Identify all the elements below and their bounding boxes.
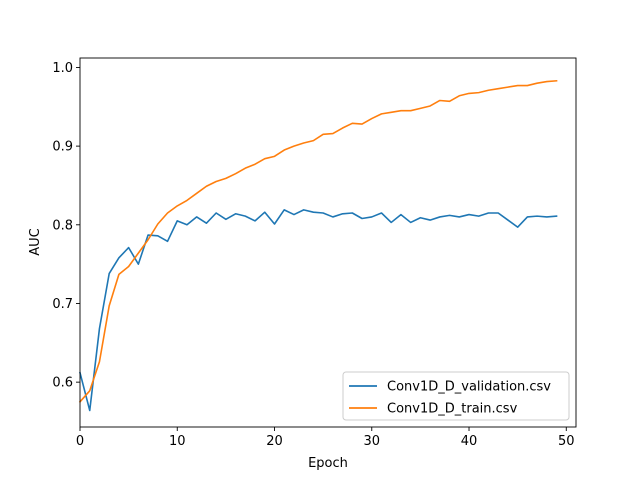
series-line-validation	[79, 209, 558, 412]
x-tick-label: 10	[169, 434, 186, 449]
y-tick-label: 0.8	[52, 218, 73, 233]
series-line-train	[78, 79, 558, 403]
legend-label-validation: Conv1D_D_validation.csv	[387, 380, 551, 395]
x-tick-label: 50	[558, 434, 575, 449]
legend-box	[342, 371, 570, 421]
y-tick-label: 0.6	[52, 376, 73, 391]
x-tick-label: 40	[461, 434, 478, 449]
x-tick-label: 30	[363, 434, 380, 449]
axes-frame	[79, 57, 577, 428]
x-axis-title: Epoch	[308, 456, 348, 471]
x-tick-label: 0	[76, 434, 84, 449]
y-axis-title: AUC	[28, 228, 43, 256]
plot-area: 0 10 20 30 40 50 0.6 0.7 0.8 0.9 1.0 Conv1D_D_valid…	[52, 57, 577, 449]
y-tick-label: 0.9	[52, 140, 73, 155]
legend-label-train: Conv1D_D_train.csv	[387, 402, 518, 417]
y-tick-label: 1.0	[52, 61, 73, 76]
x-tick-label: 20	[266, 434, 283, 449]
y-tick-label: 0.7	[52, 297, 73, 312]
